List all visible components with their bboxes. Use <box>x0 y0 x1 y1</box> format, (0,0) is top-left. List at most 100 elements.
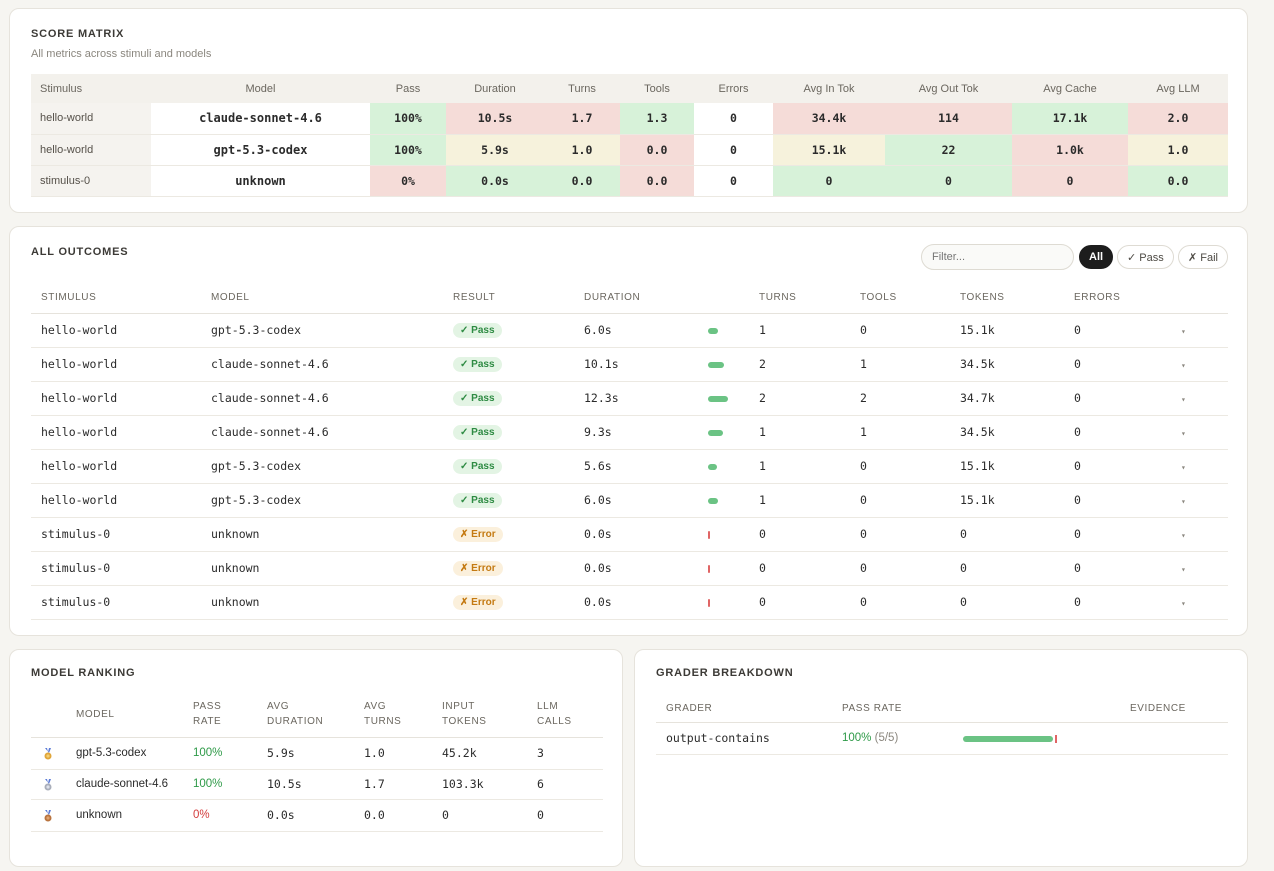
outcome-result-cell: ✓ Pass <box>443 415 574 450</box>
matrix-cell-pass: 0% <box>370 165 446 197</box>
outcome-stimulus: hello-world <box>31 347 201 382</box>
outcome-row[interactable]: hello-world claude-sonnet-4.6 ✓ Pass 12.3s 2… <box>31 381 1228 416</box>
ranking-pass-rate: 100% <box>193 737 267 770</box>
chevron-down-icon[interactable]: ▾ <box>1181 327 1186 336</box>
outcome-row[interactable]: hello-world gpt-5.3-codex ✓ Pass 6.0s 1 0 15.1… <box>31 313 1228 348</box>
matrix-cell-tools: 0.0 <box>620 134 694 166</box>
outcome-expand-cell[interactable]: ▾ <box>1169 483 1228 518</box>
silver-medal-icon <box>44 778 52 790</box>
duration-bar <box>708 395 728 402</box>
outcome-duration-bar-cell <box>708 347 749 382</box>
outcome-stimulus: hello-world <box>31 415 201 450</box>
chevron-down-icon[interactable]: ▾ <box>1181 463 1186 472</box>
outcome-expand-cell[interactable]: ▾ <box>1169 347 1228 382</box>
ranking-pass-rate: 0% <box>193 799 267 832</box>
outcome-result-cell: ✗ Error <box>443 551 574 586</box>
matrix-row: hello-world claude-sonnet-4.6 100% 10.5s… <box>31 103 1228 135</box>
outcome-expand-cell[interactable]: ▾ <box>1169 415 1228 450</box>
outcome-expand-cell[interactable]: ▾ <box>1169 313 1228 348</box>
outcome-tools: 0 <box>850 449 950 484</box>
grader-bar-cell <box>953 722 1120 755</box>
chevron-down-icon[interactable]: ▾ <box>1181 361 1186 370</box>
chevron-down-icon[interactable]: ▾ <box>1181 599 1186 608</box>
outcome-expand-cell[interactable]: ▾ <box>1169 517 1228 552</box>
outcome-expand-cell[interactable]: ▾ <box>1169 449 1228 484</box>
outcomes-card: ALL OUTCOMES All ✓ Pass ✗ Fail STIMULUS … <box>9 226 1248 636</box>
outcome-tools: 0 <box>850 585 950 620</box>
outcome-row[interactable]: stimulus-0 unknown ✗ Error 0.0s 0 0 0 0 ▾ <box>31 585 1228 620</box>
pass-badge: ✓ Pass <box>453 459 502 474</box>
matrix-cell-stimulus: hello-world <box>31 134 151 166</box>
matrix-header-pass: Pass <box>370 74 446 103</box>
matrix-cell-turns: 0.0 <box>544 165 620 197</box>
outcome-row[interactable]: hello-world gpt-5.3-codex ✓ Pass 5.6s 1 0 15.1… <box>31 449 1228 484</box>
outcome-duration-bar-cell <box>708 415 749 450</box>
outcome-row[interactable]: hello-world claude-sonnet-4.6 ✓ Pass 10.1s 2… <box>31 347 1228 382</box>
outcome-errors: 0 <box>1064 313 1169 348</box>
matrix-cell-model: unknown <box>151 165 370 197</box>
ranking-row: unknown 0% 0.0s 0.0 0 0 <box>31 799 603 832</box>
outcome-tokens: 34.7k <box>950 381 1064 416</box>
outcome-tokens: 34.5k <box>950 347 1064 382</box>
outcome-model: unknown <box>201 585 443 620</box>
duration-bar <box>708 530 710 539</box>
matrix-cell-avg-out-tok: 22 <box>885 134 1012 166</box>
filter-chip-all[interactable]: All <box>1079 245 1114 269</box>
grader-header-bar <box>953 695 1120 723</box>
grader-evidence <box>1120 722 1228 755</box>
outcome-model: gpt-5.3-codex <box>201 313 443 348</box>
outcome-duration: 10.1s <box>574 347 708 382</box>
pass-badge: ✓ Pass <box>453 391 502 406</box>
grader-row: output-contains 100% (5/5) <box>656 722 1228 755</box>
duration-bar <box>708 564 710 573</box>
grader-header-grader: GRADER <box>656 695 832 723</box>
outcome-turns: 1 <box>749 415 850 450</box>
outcome-row[interactable]: stimulus-0 unknown ✗ Error 0.0s 0 0 0 0 ▾ <box>31 551 1228 586</box>
outcome-duration: 5.6s <box>574 449 708 484</box>
matrix-cell-avg-cache: 1.0k <box>1012 134 1128 166</box>
duration-bar <box>708 463 717 470</box>
outcome-tools: 0 <box>850 313 950 348</box>
matrix-cell-tools: 1.3 <box>620 103 694 135</box>
ranking-model: unknown <box>76 799 193 832</box>
outcome-duration: 0.0s <box>574 517 708 552</box>
error-badge: ✗ Error <box>453 527 503 542</box>
outcome-expand-cell[interactable]: ▾ <box>1169 585 1228 620</box>
outcome-errors: 0 <box>1064 415 1169 450</box>
chevron-down-icon[interactable]: ▾ <box>1181 497 1186 506</box>
matrix-header-avg-in-tok: Avg In Tok <box>773 74 885 103</box>
outcome-row[interactable]: hello-world claude-sonnet-4.6 ✓ Pass 9.3s 1 1… <box>31 415 1228 450</box>
outcome-turns: 0 <box>749 517 850 552</box>
outcomes-table: STIMULUS MODEL RESULT DURATION TURNS TOO… <box>31 283 1228 620</box>
filter-input[interactable] <box>921 244 1074 270</box>
outcome-expand-cell[interactable]: ▾ <box>1169 381 1228 416</box>
chevron-down-icon[interactable]: ▾ <box>1181 395 1186 404</box>
outcome-turns: 0 <box>749 585 850 620</box>
pass-badge: ✓ Pass <box>453 493 502 508</box>
outcome-duration: 0.0s <box>574 585 708 620</box>
ranking-header-avg-duration-line2: DURATION <box>267 716 324 727</box>
ranking-avg-duration: 5.9s <box>267 737 364 770</box>
filter-chip-fail[interactable]: ✗ Fail <box>1178 245 1228 269</box>
filter-chip-pass[interactable]: ✓ Pass <box>1117 245 1174 269</box>
outcome-model: claude-sonnet-4.6 <box>201 347 443 382</box>
outcome-result-cell: ✓ Pass <box>443 449 574 484</box>
ranking-row: gpt-5.3-codex 100% 5.9s 1.0 45.2k 3 <box>31 737 603 770</box>
matrix-row: hello-world gpt-5.3-codex 100% 5.9s 1.0 … <box>31 134 1228 166</box>
outcome-model: unknown <box>201 551 443 586</box>
bronze-medal-icon <box>44 809 52 821</box>
chevron-down-icon[interactable]: ▾ <box>1181 531 1186 540</box>
pass-badge: ✓ Pass <box>453 323 502 338</box>
outcome-row[interactable]: hello-world gpt-5.3-codex ✓ Pass 6.0s 1 0 15.1… <box>31 483 1228 518</box>
chevron-down-icon[interactable]: ▾ <box>1181 429 1186 438</box>
outcome-row[interactable]: stimulus-0 unknown ✗ Error 0.0s 0 0 0 0 ▾ <box>31 517 1228 552</box>
outcome-stimulus: hello-world <box>31 313 201 348</box>
grader-breakdown-card: GRADER BREAKDOWN GRADER PASS RATE EVIDEN… <box>634 649 1248 867</box>
ranking-llm-calls: 3 <box>537 737 603 770</box>
chevron-down-icon[interactable]: ▾ <box>1181 565 1186 574</box>
pass-badge: ✓ Pass <box>453 357 502 372</box>
matrix-cell-duration: 5.9s <box>446 134 544 166</box>
outcome-errors: 0 <box>1064 381 1169 416</box>
matrix-header-turns: Turns <box>544 74 620 103</box>
outcome-expand-cell[interactable]: ▾ <box>1169 551 1228 586</box>
